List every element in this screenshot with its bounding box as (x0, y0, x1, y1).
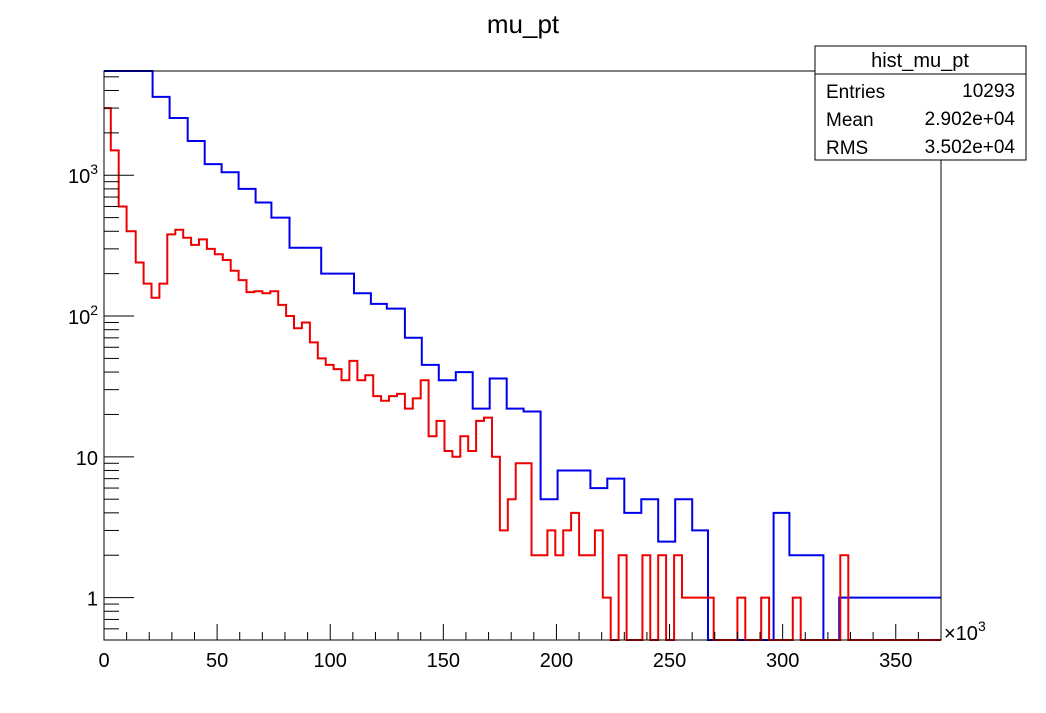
x-tick-label: 0 (98, 650, 109, 672)
x-tick-label: 300 (766, 650, 799, 672)
x-tick-label: 250 (653, 650, 686, 672)
x-exponent-base: ×10 (944, 623, 978, 645)
stats-mean-value: 2.902e+04 (925, 109, 1016, 130)
y-tick-label: 103 (68, 161, 98, 188)
stats-box-title: hist_mu_pt (871, 50, 969, 72)
x-tick-label: 350 (879, 650, 912, 672)
x-tick-label: 200 (540, 650, 573, 672)
histogram-series-1 (104, 70, 941, 641)
stats-rms-label: RMS (826, 138, 868, 159)
y-tick-label: 102 (68, 302, 98, 329)
stats-entries-value: 10293 (962, 81, 1015, 102)
stats-box: hist_mu_pt Entries 10293 Mean 2.902e+04 … (814, 45, 1027, 161)
chart-title: mu_pt (487, 9, 560, 39)
y-axis: 1 10 102 103 (68, 76, 134, 641)
x-axis: 0 50 100 150 200 250 300 350 (98, 624, 942, 672)
y-tick-label: 1 (87, 589, 98, 611)
x-tick-label: 50 (206, 650, 228, 672)
y-tick-label: 10 (76, 448, 98, 470)
stats-mean-label: Mean (826, 110, 874, 131)
stats-rms-value: 3.502e+04 (925, 137, 1016, 158)
x-tick-label: 100 (314, 650, 347, 672)
x-tick-label: 150 (427, 650, 460, 672)
x-axis-exponent: ×103 (944, 618, 986, 645)
plot-frame (103, 70, 942, 641)
x-exponent-sup: 3 (978, 618, 986, 634)
stats-entries-label: Entries (826, 82, 885, 103)
stats-box-frame (814, 45, 1027, 161)
